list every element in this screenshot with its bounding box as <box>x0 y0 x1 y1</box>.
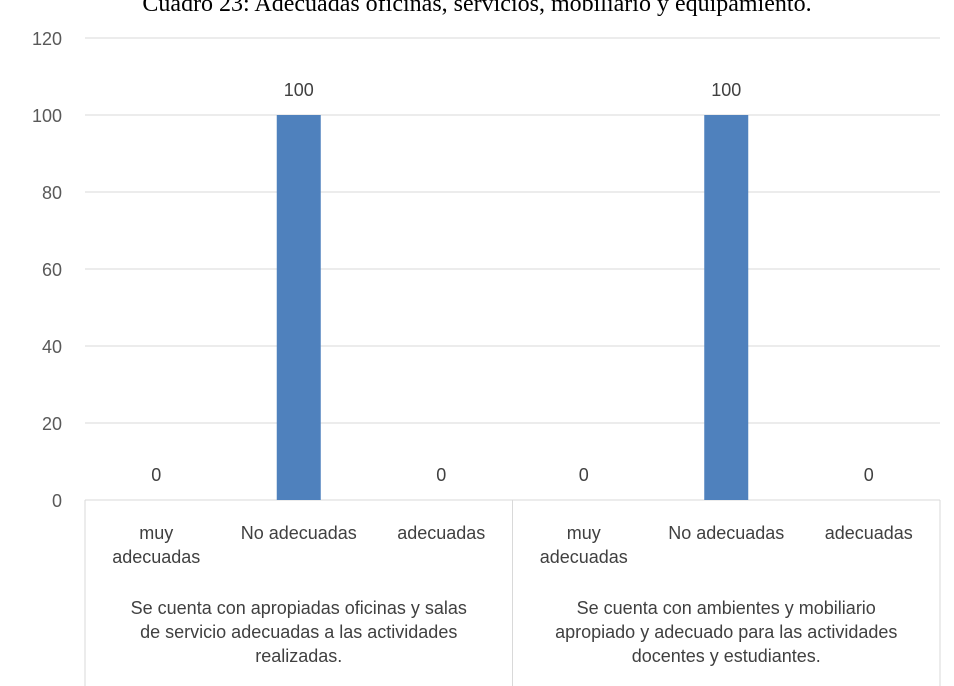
bar <box>276 115 321 500</box>
data-label: 0 <box>436 465 446 485</box>
group-label: docentes y estudiantes. <box>632 646 821 666</box>
group-label: Se cuenta con ambientes y mobiliario <box>577 598 876 618</box>
data-label: 0 <box>579 465 589 485</box>
category-label: muy <box>139 523 173 543</box>
category-label: No adecuadas <box>668 523 784 543</box>
category-label: adecuadas <box>397 523 485 543</box>
y-tick-label: 80 <box>42 183 62 203</box>
y-tick-label: 20 <box>42 414 62 434</box>
group-label: Se cuenta con apropiadas oficinas y sala… <box>131 598 467 618</box>
bar <box>704 115 749 500</box>
y-tick-label: 120 <box>32 29 62 49</box>
category-label: adecuadas <box>112 547 200 567</box>
category-label: No adecuadas <box>241 523 357 543</box>
y-tick-label: 100 <box>32 106 62 126</box>
group-label: apropiado y adecuado para las actividade… <box>555 622 897 642</box>
data-label: 100 <box>284 80 314 100</box>
y-tick-label: 40 <box>42 337 62 357</box>
group-label: realizadas. <box>255 646 342 666</box>
y-tick-label: 0 <box>52 491 62 511</box>
group-label: de servicio adecuadas a las actividades <box>140 622 457 642</box>
chart-title: Cuadro 23: Adecuadas oficinas, servicios… <box>142 0 812 17</box>
category-label: adecuadas <box>540 547 628 567</box>
category-label: muy <box>567 523 601 543</box>
y-tick-label: 60 <box>42 260 62 280</box>
data-label: 100 <box>711 80 741 100</box>
data-label: 0 <box>151 465 161 485</box>
category-label: adecuadas <box>825 523 913 543</box>
data-label: 0 <box>864 465 874 485</box>
